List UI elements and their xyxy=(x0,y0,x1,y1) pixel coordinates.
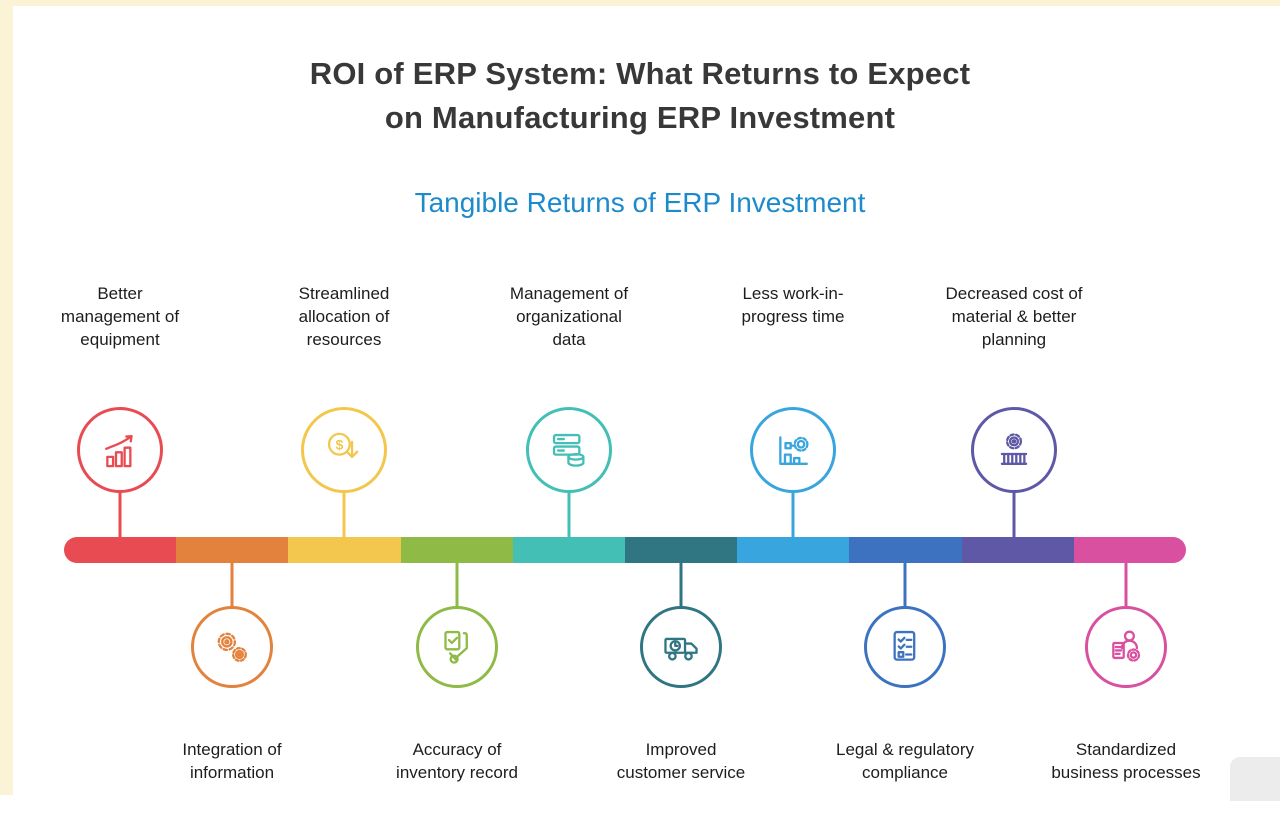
bar-segment xyxy=(512,537,626,563)
item-circle xyxy=(1085,606,1167,688)
item-circle xyxy=(971,407,1057,493)
gears-icon xyxy=(217,632,247,662)
planning-machine-icon xyxy=(1000,433,1028,465)
item-label: Management of organizational data xyxy=(509,284,629,349)
item-connector xyxy=(903,561,907,609)
growth-chart-icon xyxy=(105,435,133,468)
delivery-truck-icon xyxy=(664,637,698,661)
item-connector xyxy=(567,491,571,539)
item-connector xyxy=(455,561,459,609)
page-title: ROI of ERP System: What Returns to Expec… xyxy=(0,52,1280,140)
item-circle xyxy=(416,606,498,688)
page-edge-left xyxy=(0,0,13,795)
dollar-down-icon: $ xyxy=(327,432,359,459)
item-label: Standardized business processes xyxy=(1051,740,1201,782)
item-connector xyxy=(118,491,122,539)
bar-segment xyxy=(849,537,962,563)
item-label: Better management of equipment xyxy=(60,284,180,349)
item-circle xyxy=(191,606,273,688)
item-connector xyxy=(230,561,234,609)
item-connector xyxy=(791,491,795,539)
page-title-line2: on Manufacturing ERP Investment xyxy=(384,100,896,135)
inventory-record-icon xyxy=(444,630,468,664)
page-subtitle: Tangible Returns of ERP Investment xyxy=(414,187,866,218)
bar-segment xyxy=(737,537,850,563)
bar-segment xyxy=(625,537,738,563)
wip-chart-icon xyxy=(779,436,809,465)
bar-segment xyxy=(176,537,289,563)
item-label: Less work-in-progress time xyxy=(741,284,845,326)
page-title-line1: ROI of ERP System: What Returns to Expec… xyxy=(309,56,971,91)
item-connector xyxy=(1012,491,1016,539)
page-corner-artifact xyxy=(1230,757,1280,801)
item-label: Accuracy of inventory record xyxy=(396,740,518,782)
item-connector xyxy=(679,561,683,609)
item-circle xyxy=(864,606,946,688)
svg-text:$: $ xyxy=(336,437,344,452)
bar-segment xyxy=(64,537,177,563)
item-label: Streamlined allocation of resources xyxy=(298,284,390,349)
timeline-bar xyxy=(64,537,1186,563)
item-label: Integration of information xyxy=(182,740,282,782)
item-circle: $ xyxy=(301,407,387,493)
person-process-icon xyxy=(1112,630,1141,662)
item-label: Legal & regulatory compliance xyxy=(836,740,974,782)
bar-segment xyxy=(961,537,1074,563)
item-label: Decreased cost of material & better plan… xyxy=(945,284,1083,349)
bar-segment xyxy=(1073,537,1186,563)
item-circle xyxy=(750,407,836,493)
bar-segment xyxy=(400,537,513,563)
compliance-checklist-icon xyxy=(893,630,916,661)
item-connector xyxy=(342,491,346,539)
item-label: Improved customer service xyxy=(616,740,746,782)
item-circle xyxy=(526,407,612,493)
item-connector xyxy=(1124,561,1128,609)
bar-segment xyxy=(288,537,401,563)
database-server-icon xyxy=(552,433,585,467)
item-circle xyxy=(77,407,163,493)
page-edge-top xyxy=(0,0,1280,6)
item-circle xyxy=(640,606,722,688)
